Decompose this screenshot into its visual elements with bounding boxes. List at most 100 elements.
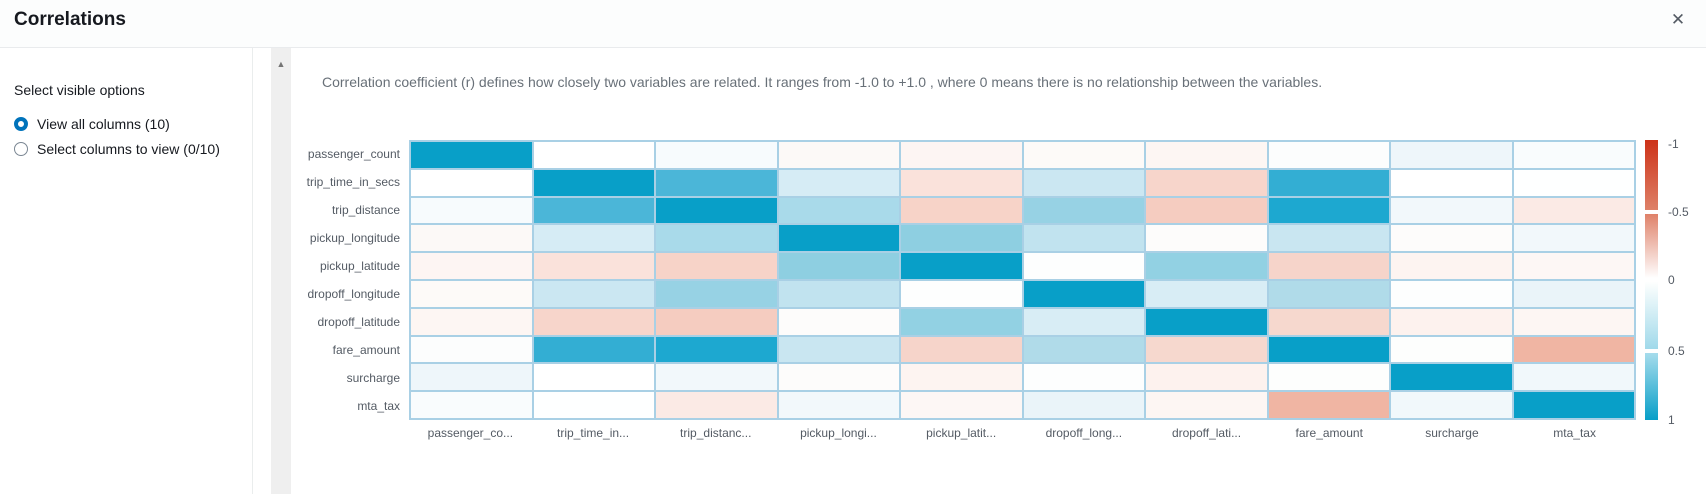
legend-tick-0: 0 [1668,273,1675,287]
radio-option-0[interactable]: View all columns (10) [14,111,238,136]
col-label-4: pickup_latit... [926,426,997,440]
radio-option-1[interactable]: Select columns to view (0/10) [14,136,238,161]
heatmap-cell-3-0 [411,225,532,252]
heatmap-cell-0-1 [533,142,654,168]
heatmap-cell-7-5 [1023,336,1144,363]
heatmap-cell-5-4 [901,280,1022,307]
heatmap-cell-7-3 [778,336,899,363]
heatmap-cell-8-9 [1513,364,1634,391]
heatmap-cell-0-7 [1268,142,1389,168]
row-label-dropoff_longitude: dropoff_longitude [307,287,400,301]
heatmap-cell-1-8 [1391,169,1512,196]
heatmap-cell-0-6 [1146,142,1267,168]
colorbar-segment-1 [1645,214,1658,278]
heatmap-cell-0-0 [411,142,532,168]
radio-option-label: Select columns to view (0/10) [37,140,220,157]
col-label-0: passenger_co... [427,426,514,440]
correlation-content: Correlation coefficient (r) defines how … [291,48,1706,494]
row-label-trip_time_in_secs: trip_time_in_secs [306,175,400,189]
radio-group: View all columns (10) Select columns to v… [14,111,238,161]
radio-unselected-icon[interactable] [14,141,28,156]
heatmap-cell-2-8 [1391,197,1512,224]
row-label-surcharge: surcharge [346,371,400,385]
heatmap-cell-5-2 [656,280,777,307]
heatmap-cell-4-5 [1023,253,1144,279]
heatmap-cell-4-1 [533,253,654,279]
heatmap-cell-4-7 [1268,253,1389,279]
heatmap-col-labels: passenger_co... trip_time_in... trip_dista… [291,424,1706,442]
heatmap-cell-9-0 [411,392,532,418]
heatmap-cell-4-9 [1513,253,1634,279]
colorbar-segment-2 [1645,282,1658,349]
vertical-scrollbar[interactable]: ▲ [271,48,291,494]
correlation-description: Correlation coefficient (r) defines how … [322,74,1323,90]
heatmap-cell-1-7 [1268,169,1389,196]
heatmap-cell-1-6 [1146,169,1267,196]
heatmap-row-labels: passenger_count trip_time_in_secs trip_dis… [291,140,400,420]
col-label-9: mta_tax [1553,426,1596,440]
heatmap-cell-3-5 [1023,225,1144,252]
heatmap-cell-9-8 [1391,392,1512,418]
heatmap-cell-6-8 [1391,308,1512,335]
heatmap-cell-7-7 [1268,336,1389,363]
heatmap-cell-6-7 [1268,308,1389,335]
heatmap-cell-9-7 [1268,392,1389,418]
legend-tick--0.5: -0.5 [1668,205,1689,219]
row-label-mta_tax: mta_tax [357,399,400,413]
heatmap-cell-8-7 [1268,364,1389,391]
heatmap-cell-0-8 [1391,142,1512,168]
heatmap-cell-9-6 [1146,392,1267,418]
heatmap-cell-3-3 [778,225,899,252]
heatmap-cell-4-3 [778,253,899,279]
scroll-up-icon[interactable]: ▲ [271,54,291,74]
row-label-dropoff_latitude: dropoff_latitude [317,315,400,329]
heatmap-cell-7-2 [656,336,777,363]
heatmap-cell-7-8 [1391,336,1512,363]
heatmap-cell-6-0 [411,308,532,335]
heatmap-cell-1-5 [1023,169,1144,196]
col-label-8: surcharge [1425,426,1479,440]
heatmap-cell-9-4 [901,392,1022,418]
colorbar-segment-3 [1645,353,1658,420]
heatmap-cell-9-1 [533,392,654,418]
panel-title: Correlations [14,9,126,30]
heatmap-cell-0-5 [1023,142,1144,168]
heatmap-cell-7-6 [1146,336,1267,363]
legend-tick--1: -1 [1668,137,1679,151]
heatmap-cell-1-0 [411,169,532,196]
heatmap-cell-6-5 [1023,308,1144,335]
close-icon[interactable]: ✕ [1664,6,1692,34]
heatmap-cell-5-6 [1146,280,1267,307]
heatmap-cell-0-4 [901,142,1022,168]
heatmap-cell-0-2 [656,142,777,168]
heatmap-cell-6-9 [1513,308,1634,335]
heatmap-cell-0-9 [1513,142,1634,168]
legend-colorbar [1645,140,1658,420]
heatmap-cell-2-3 [778,197,899,224]
heatmap-cell-2-9 [1513,197,1634,224]
heatmap-cell-8-8 [1391,364,1512,391]
panel-header: Correlations ✕ [0,0,1706,48]
heatmap-cell-2-4 [901,197,1022,224]
col-label-3: pickup_longi... [800,426,877,440]
heatmap-cell-7-4 [901,336,1022,363]
heatmap-cell-1-4 [901,169,1022,196]
heatmap-cell-8-3 [778,364,899,391]
heatmap-cell-9-2 [656,392,777,418]
heatmap-cell-5-3 [778,280,899,307]
heatmap-cell-3-9 [1513,225,1634,252]
row-label-trip_distance: trip_distance [331,203,400,217]
heatmap-cell-9-9 [1513,392,1634,418]
heatmap-cell-6-3 [778,308,899,335]
heatmap-cell-4-4 [901,253,1022,279]
col-label-6: dropoff_lati... [1171,426,1242,440]
radio-selected-icon[interactable] [14,116,28,131]
heatmap-cell-2-0 [411,197,532,224]
heatmap-cell-3-8 [1391,225,1512,252]
correlation-heatmap [409,140,1636,420]
panel-body: Select visible options View all columns … [0,48,1706,494]
heatmap-cell-8-2 [656,364,777,391]
heatmap-cell-4-6 [1146,253,1267,279]
heatmap-cell-2-6 [1146,197,1267,224]
heatmap-cell-5-5 [1023,280,1144,307]
